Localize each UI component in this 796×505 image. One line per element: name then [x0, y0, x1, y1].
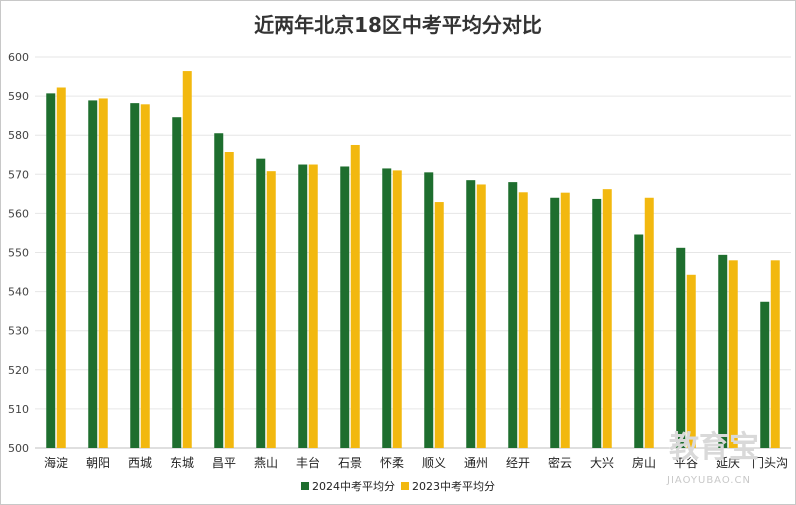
x-tick-label: 朝阳: [86, 456, 110, 470]
bar-2023: [560, 192, 570, 448]
x-tick-label: 经开: [506, 456, 530, 470]
bar-2024: [256, 158, 266, 448]
y-tick-label: 520: [8, 364, 29, 377]
y-tick-label: 590: [8, 90, 29, 103]
legend-swatch: [301, 482, 309, 490]
bar-2024: [88, 100, 98, 448]
bar-2024: [676, 247, 686, 448]
bar-2023: [770, 260, 780, 448]
legend-label: 2024中考平均分: [312, 480, 395, 493]
x-tick-label: 门头沟: [752, 455, 788, 470]
bar-2024: [130, 103, 140, 448]
y-tick-label: 570: [8, 168, 29, 181]
bar-2024: [550, 197, 560, 448]
bar-2024: [760, 301, 770, 448]
bar-2024: [340, 166, 350, 449]
bar-2023: [518, 192, 528, 448]
bar-2023: [602, 189, 612, 448]
x-tick-label: 东城: [170, 456, 194, 470]
x-tick-label: 通州: [464, 456, 488, 470]
bar-2024: [382, 168, 392, 448]
chart-title: 近两年北京18区中考平均分对比: [254, 13, 542, 37]
bar-2023: [392, 170, 402, 448]
y-tick-label: 550: [8, 247, 29, 260]
y-tick-label: 560: [8, 207, 29, 220]
bar-2023: [266, 171, 276, 448]
bar-2023: [686, 274, 696, 448]
x-tick-label: 密云: [548, 455, 572, 470]
y-tick-label: 600: [8, 51, 29, 64]
watermark-text: 教育宝: [669, 430, 759, 465]
bar-2023: [224, 152, 234, 448]
x-tick-label: 顺义: [422, 456, 446, 470]
legend: 2024中考平均分 2023中考平均分: [301, 480, 495, 493]
bar-2023: [98, 98, 108, 449]
bar-2024: [46, 93, 56, 448]
x-axis-labels: 海淀 朝阳 西城 东城 昌平 燕山 丰台 石景 怀柔 顺义 通州 经开 密云 大兴 房山 平谷 延庆 门头沟: [44, 455, 788, 470]
bar-2024: [214, 133, 224, 448]
grid-lines: [35, 56, 791, 449]
bar-2023: [182, 71, 192, 449]
bar-2023: [350, 144, 360, 448]
y-tick-label: 540: [8, 286, 29, 299]
bar-2024: [298, 164, 308, 448]
bar-2024: [592, 198, 602, 448]
bar-2024: [466, 180, 476, 449]
bar-2024: [718, 254, 728, 448]
x-tick-label: 平谷: [674, 456, 698, 470]
y-tick-label: 580: [8, 129, 29, 142]
x-tick-label: 海淀: [44, 455, 68, 470]
x-tick-label: 延庆: [716, 456, 740, 470]
bar-2023: [308, 164, 318, 448]
x-tick-label: 房山: [632, 455, 656, 470]
y-tick-label: 510: [8, 403, 29, 416]
bar-2023: [56, 87, 66, 449]
y-tick-label: 530: [8, 325, 29, 338]
legend-label: 2023中考平均分: [412, 480, 495, 493]
bar-2023: [644, 197, 654, 448]
legend-swatch: [401, 482, 409, 490]
x-tick-label: 西城: [128, 456, 152, 470]
bar-2023: [140, 104, 150, 448]
y-tick-label: 500: [8, 442, 29, 455]
y-axis-ticks: 500 510 520 530 540 550 560 570 580 590 600: [8, 51, 29, 455]
watermark: 教育宝 JIAOYUBAO.CN: [666, 430, 759, 486]
bar-2024: [172, 117, 182, 449]
x-tick-label: 怀柔: [380, 456, 404, 470]
x-tick-label: 大兴: [590, 456, 614, 470]
x-tick-label: 丰台: [296, 455, 320, 470]
bars: [46, 71, 780, 449]
bar-2024: [508, 182, 518, 448]
bar-2023: [434, 202, 444, 448]
bar-2024: [424, 172, 434, 448]
bar-2023: [728, 260, 738, 448]
bar-2024: [634, 234, 644, 448]
bar-2023: [476, 184, 486, 448]
x-tick-label: 燕山: [254, 456, 278, 470]
watermark-url: JIAOYUBAO.CN: [666, 475, 751, 486]
x-tick-label: 昌平: [212, 456, 236, 470]
x-tick-label: 石景: [338, 456, 362, 470]
